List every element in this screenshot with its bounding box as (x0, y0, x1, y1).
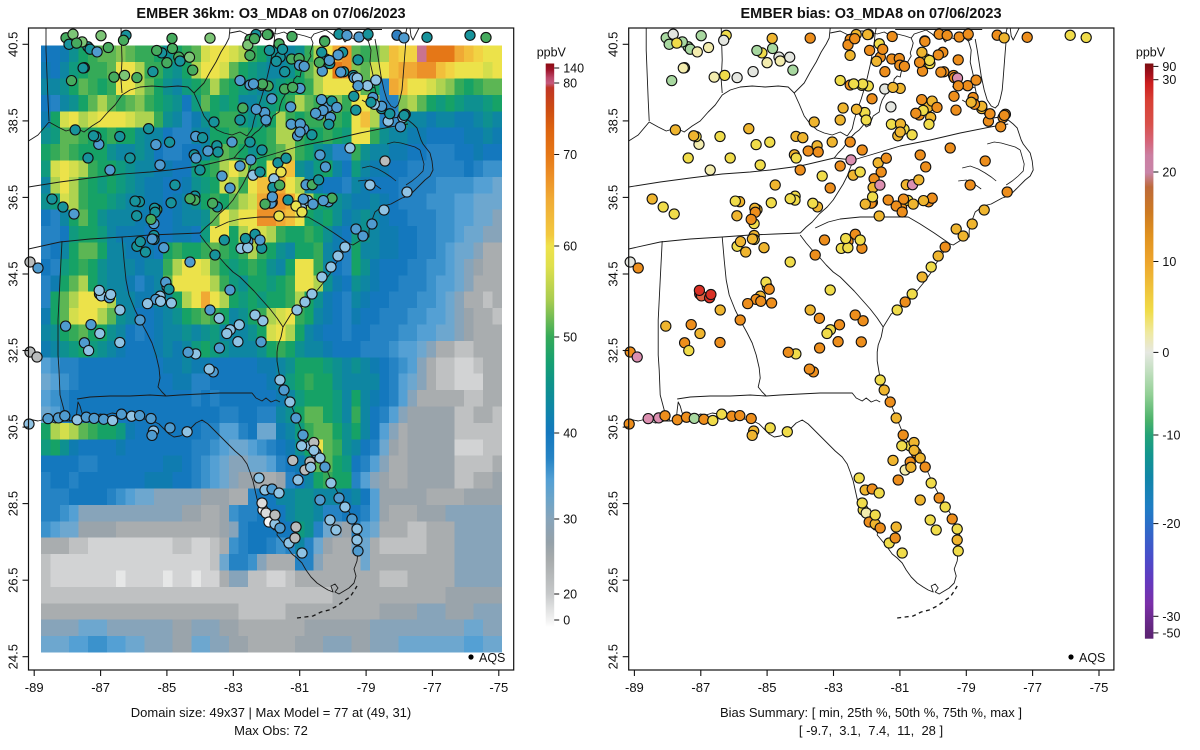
svg-text:28.5: 28.5 (606, 491, 621, 516)
svg-text:-30: -30 (1162, 610, 1180, 624)
svg-text:20: 20 (563, 588, 577, 602)
svg-text:-77: -77 (423, 680, 442, 695)
svg-text:34.5: 34.5 (6, 261, 21, 286)
svg-text:-20: -20 (1162, 517, 1180, 531)
svg-text:-87: -87 (691, 680, 710, 695)
svg-text:Bias Summary: [ min, 25th %, 5: Bias Summary: [ min, 25th %, 50th %, 75t… (720, 705, 1022, 720)
svg-text:-87: -87 (91, 680, 110, 695)
svg-text:-75: -75 (489, 680, 508, 695)
svg-text:26.5: 26.5 (606, 568, 621, 593)
svg-text:40.5: 40.5 (606, 32, 621, 57)
svg-text:0: 0 (1162, 346, 1169, 360)
svg-text:70: 70 (563, 148, 577, 162)
svg-text:Max Obs: 72: Max Obs: 72 (234, 723, 308, 738)
svg-text:90: 90 (1162, 60, 1176, 74)
svg-text:24.5: 24.5 (606, 644, 621, 669)
svg-text:30: 30 (1162, 73, 1176, 87)
svg-text:-75: -75 (1090, 680, 1109, 695)
svg-text:AQS: AQS (1079, 651, 1105, 665)
svg-text:24.5: 24.5 (6, 644, 21, 669)
svg-text:-89: -89 (625, 680, 644, 695)
svg-text:38.5: 38.5 (606, 108, 621, 133)
svg-text:EMBER 36km: O3_MDA8 on 07/06/2: EMBER 36km: O3_MDA8 on 07/06/2023 (136, 6, 405, 22)
svg-text:-89: -89 (25, 680, 44, 695)
svg-text:-79: -79 (357, 680, 376, 695)
svg-text:-79: -79 (957, 680, 976, 695)
svg-text:38.5: 38.5 (6, 108, 21, 133)
svg-text:EMBER bias: O3_MDA8 on 07/06/2: EMBER bias: O3_MDA8 on 07/06/2023 (740, 6, 1001, 22)
svg-text:140: 140 (563, 62, 584, 76)
svg-text:32.5: 32.5 (6, 338, 21, 363)
svg-text:36.5: 36.5 (606, 185, 621, 210)
svg-text:ppbV: ppbV (537, 46, 567, 60)
svg-text:36.5: 36.5 (6, 185, 21, 210)
svg-text:ppbV: ppbV (1136, 46, 1166, 60)
svg-text:40: 40 (563, 427, 577, 441)
svg-text:0: 0 (563, 614, 570, 628)
svg-text:-77: -77 (1023, 680, 1042, 695)
svg-text:60: 60 (563, 240, 577, 254)
svg-text:AQS: AQS (479, 651, 505, 665)
svg-text:-81: -81 (290, 680, 309, 695)
svg-text:-83: -83 (224, 680, 243, 695)
svg-text:-10: -10 (1162, 429, 1180, 443)
svg-text:30.5: 30.5 (6, 414, 21, 439)
svg-text:30: 30 (563, 513, 577, 527)
svg-text:[ -9.7, 3.1, 7.4, 11, 28 ]: [ -9.7, 3.1, 7.4, 11, 28 ] (799, 723, 943, 738)
svg-text:30.5: 30.5 (606, 414, 621, 439)
svg-text:-85: -85 (158, 680, 177, 695)
svg-text:-83: -83 (824, 680, 843, 695)
svg-text:26.5: 26.5 (6, 568, 21, 593)
svg-text:32.5: 32.5 (606, 338, 621, 363)
svg-text:50: 50 (563, 331, 577, 345)
svg-text:34.5: 34.5 (606, 261, 621, 286)
svg-text:-81: -81 (891, 680, 910, 695)
svg-text:10: 10 (1162, 255, 1176, 269)
svg-text:-85: -85 (758, 680, 777, 695)
svg-text:40.5: 40.5 (6, 32, 21, 57)
svg-text:-50: -50 (1162, 626, 1180, 640)
svg-text:28.5: 28.5 (6, 491, 21, 516)
svg-text:80: 80 (563, 77, 577, 91)
svg-text:20: 20 (1162, 166, 1176, 180)
svg-text:Domain size: 49x37 | Max Model: Domain size: 49x37 | Max Model = 77 at (… (131, 705, 412, 720)
